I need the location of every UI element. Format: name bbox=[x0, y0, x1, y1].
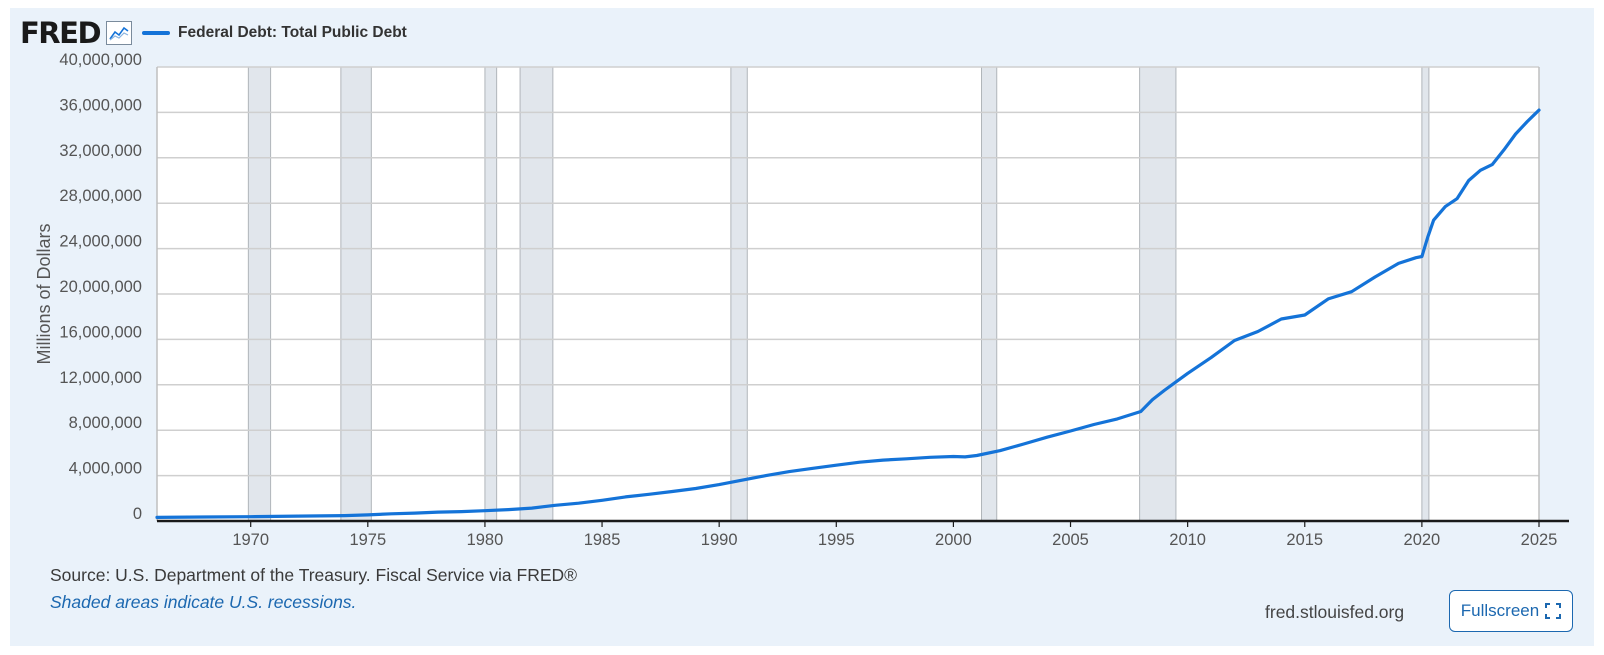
legend-label: Federal Debt: Total Public Debt bbox=[178, 24, 407, 41]
legend: Federal Debt: Total Public Debt bbox=[142, 24, 407, 42]
line-chart-icon[interactable] bbox=[106, 21, 133, 45]
site-url[interactable]: fred.stlouisfed.org bbox=[1265, 602, 1405, 622]
y-tick-label: 20,000,000 bbox=[59, 278, 142, 296]
x-tick-label: 2025 bbox=[1521, 531, 1558, 549]
source-text: Source: U.S. Department of the Treasury.… bbox=[50, 565, 578, 585]
y-tick-label: 28,000,000 bbox=[59, 187, 142, 205]
fullscreen-icon bbox=[1545, 603, 1562, 619]
x-tick-labels: 1970 1975 1980 1985 1990 1995 2000 2005 2010 2015… bbox=[232, 521, 1557, 549]
x-tick-label: 1970 bbox=[232, 531, 269, 549]
fullscreen-button[interactable]: Fullscreen bbox=[1449, 590, 1573, 632]
y-tick-label: 12,000,000 bbox=[59, 369, 142, 387]
y-tick-label: 40,000,000 bbox=[59, 51, 142, 69]
y-axis-label: Millions of Dollars bbox=[34, 223, 54, 364]
chart-header: FRED Federal Debt: Total Public Debt bbox=[20, 16, 407, 50]
fullscreen-label: Fullscreen bbox=[1460, 601, 1540, 620]
x-tick-label: 1995 bbox=[818, 531, 855, 549]
grid-lines bbox=[156, 66, 1540, 521]
x-tick-label: 2015 bbox=[1286, 531, 1323, 549]
y-tick-labels: 0 4,000,000 8,000,000 12,000,000 16,000,000 2… bbox=[59, 51, 142, 523]
x-tick-label: 2005 bbox=[1052, 531, 1089, 549]
x-tick-label: 1990 bbox=[701, 531, 738, 549]
y-tick-label: 24,000,000 bbox=[59, 233, 142, 251]
recession-note: Shaded areas indicate U.S. recessions. bbox=[50, 592, 357, 612]
y-tick-label: 32,000,000 bbox=[59, 142, 142, 160]
x-tick-label: 2010 bbox=[1169, 531, 1206, 549]
legend-swatch bbox=[142, 31, 171, 35]
x-tick-label: 2000 bbox=[935, 531, 972, 549]
y-tick-label: 36,000,000 bbox=[59, 96, 142, 114]
y-tick-label: 16,000,000 bbox=[59, 323, 142, 341]
x-tick-label: 1980 bbox=[467, 531, 504, 549]
x-tick-label: 1975 bbox=[349, 531, 386, 549]
fred-logo[interactable]: FRED bbox=[20, 16, 102, 50]
x-tick-label: 2020 bbox=[1404, 531, 1441, 549]
x-tick-label: 1985 bbox=[584, 531, 621, 549]
y-tick-label: 8,000,000 bbox=[69, 414, 142, 432]
series-line-total-public-debt[interactable] bbox=[155, 108, 1541, 519]
y-tick-label: 0 bbox=[133, 505, 142, 523]
y-tick-label: 4,000,000 bbox=[69, 460, 142, 478]
